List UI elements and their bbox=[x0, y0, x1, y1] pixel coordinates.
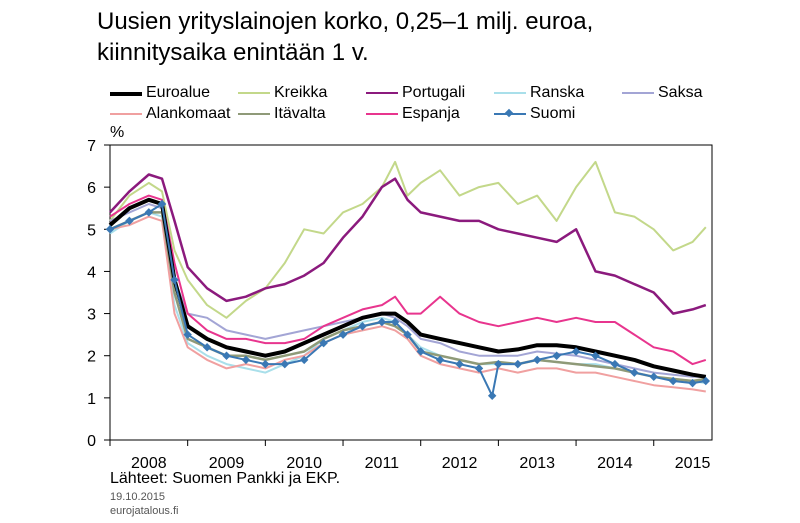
series-marker-suomi bbox=[125, 216, 134, 226]
series-line-espanja bbox=[109, 194, 707, 366]
series-marker-suomi bbox=[358, 321, 367, 331]
legend-swatch bbox=[238, 113, 270, 115]
source-note: Lähteet: Suomen Pankki ja EKP. bbox=[110, 470, 341, 487]
legend-label: Kreikka bbox=[274, 84, 328, 101]
legend-label: Suomi bbox=[530, 105, 576, 122]
y-tick-label: 3 bbox=[87, 307, 96, 324]
y-tick-label: 0 bbox=[87, 433, 96, 450]
y-tick-label: 2 bbox=[87, 349, 96, 366]
series-marker-suomi bbox=[377, 317, 387, 327]
series-marker-suomi bbox=[261, 359, 270, 369]
legend-label: Euroalue bbox=[146, 84, 211, 101]
chart-title-line-1: Uusien yrityslainojen korko, 0,25–1 milj… bbox=[97, 8, 594, 35]
legend: Euroalue Kreikka Portugali Ranska Saksa Alank… bbox=[110, 83, 730, 123]
legend-swatch bbox=[110, 92, 142, 96]
y-tick-label: 1 bbox=[87, 391, 96, 408]
series-marker-suomi bbox=[390, 317, 400, 327]
chart-title: Uusien yrityslainojen korko, 0,25–1 milj… bbox=[97, 6, 757, 68]
legend-label: Alankomaat bbox=[146, 105, 231, 122]
series-marker-suomi bbox=[299, 355, 309, 365]
legend-label: Itävalta bbox=[274, 105, 326, 122]
x-tick-label: 2011 bbox=[365, 455, 400, 472]
series-marker-suomi bbox=[222, 351, 231, 360]
series-line-kreikka bbox=[109, 160, 707, 319]
series-marker-suomi bbox=[552, 351, 561, 360]
series-line-euroalue bbox=[108, 197, 707, 379]
legend-label: Portugali bbox=[402, 84, 466, 101]
series-marker-suomi bbox=[241, 355, 251, 365]
legend-swatch bbox=[238, 92, 270, 94]
series-marker-suomi bbox=[403, 330, 412, 339]
y-tick-label: 5 bbox=[87, 222, 96, 239]
y-tick-label: 6 bbox=[87, 180, 96, 197]
series-marker-suomi bbox=[416, 347, 425, 356]
legend-swatch bbox=[110, 113, 142, 115]
series-marker-suomi bbox=[487, 391, 497, 400]
series-line-alankomaat bbox=[109, 215, 706, 393]
series-marker-suomi bbox=[183, 330, 192, 339]
series-marker-suomi bbox=[170, 275, 179, 285]
series-marker-suomi bbox=[649, 372, 658, 382]
x-tick-label: 2015 bbox=[675, 455, 711, 472]
legend-label: Ranska bbox=[530, 84, 585, 101]
series-marker-suomi bbox=[688, 378, 697, 388]
y-tick-label: 4 bbox=[87, 264, 96, 281]
series-marker-suomi bbox=[532, 355, 542, 365]
series-marker-suomi bbox=[571, 347, 581, 356]
series-marker-suomi bbox=[319, 338, 328, 348]
x-tick-label: 2010 bbox=[286, 455, 322, 472]
series-marker-suomi bbox=[513, 359, 523, 369]
series-marker-suomi bbox=[280, 359, 290, 369]
series-marker-suomi bbox=[668, 376, 678, 386]
series-marker-suomi bbox=[202, 343, 212, 352]
y-axis-label: % bbox=[110, 124, 124, 141]
site-name: eurojatalous.fi bbox=[110, 505, 179, 517]
series-marker-suomi bbox=[338, 330, 348, 339]
series-marker-suomi bbox=[435, 355, 445, 365]
legend-swatch bbox=[622, 92, 654, 94]
legend-swatch bbox=[366, 113, 398, 115]
x-tick-label: 2008 bbox=[131, 455, 167, 472]
series-marker-suomi bbox=[630, 368, 639, 377]
series-marker-suomi bbox=[494, 359, 503, 369]
legend-label: Espanja bbox=[402, 105, 460, 122]
legend-label: Saksa bbox=[658, 84, 703, 101]
x-tick-label: 2013 bbox=[519, 455, 555, 472]
series-marker-suomi bbox=[157, 199, 167, 209]
series-marker-suomi bbox=[105, 225, 115, 234]
x-tick-label: 2012 bbox=[442, 455, 478, 472]
series-line-itävalta bbox=[109, 211, 706, 383]
y-tick-label: 7 bbox=[87, 138, 96, 155]
series-marker-suomi bbox=[610, 359, 620, 369]
series-marker-suomi bbox=[474, 364, 484, 373]
publication-date: 19.10.2015 bbox=[110, 491, 166, 503]
series-line-saksa bbox=[109, 203, 706, 378]
series-line-suomi bbox=[109, 203, 706, 397]
legend-swatch bbox=[494, 108, 526, 118]
series-marker-suomi bbox=[701, 376, 711, 386]
series-marker-suomi bbox=[591, 351, 600, 360]
legend-swatch bbox=[366, 92, 398, 94]
legend-swatch bbox=[494, 92, 526, 94]
x-tick-label: 2009 bbox=[209, 455, 245, 472]
series-marker-suomi bbox=[455, 359, 464, 369]
x-tick-label: 2014 bbox=[597, 455, 633, 472]
chart-title-line-2: kiinnitysaika enintään 1 v. bbox=[97, 39, 369, 66]
series-line-portugali bbox=[109, 173, 707, 315]
plot-frame bbox=[109, 144, 713, 441]
series-marker-suomi bbox=[144, 208, 154, 217]
